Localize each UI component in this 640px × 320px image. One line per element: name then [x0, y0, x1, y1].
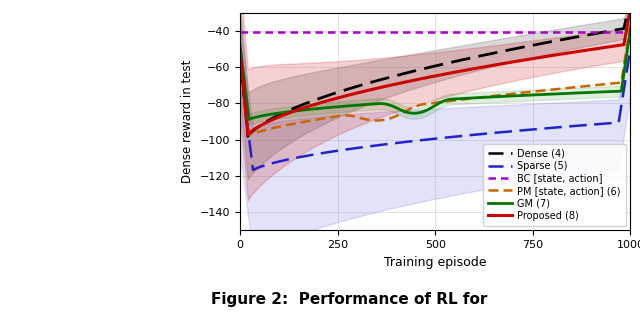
Y-axis label: Dense reward in test: Dense reward in test [181, 60, 194, 183]
Legend: Dense (4), Sparse (5), BC [state, action], PM [state, action] (6), GM (7), Propo: Dense (4), Sparse (5), BC [state, action… [483, 144, 625, 226]
Text: Figure 2:  Performance of RL for: Figure 2: Performance of RL for [211, 292, 487, 307]
X-axis label: Training episode: Training episode [384, 256, 486, 269]
